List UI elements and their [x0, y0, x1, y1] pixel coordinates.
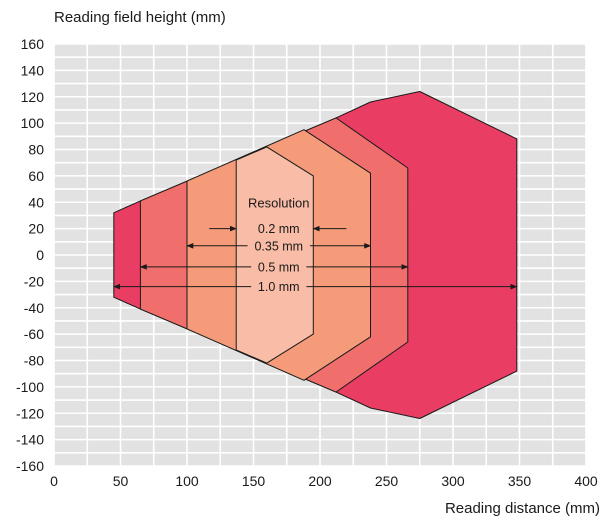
y-tick-label: -80	[24, 353, 44, 369]
resolution-value-label: 0.2 mm	[258, 222, 300, 236]
y-axis-title: Reading field height (mm)	[54, 9, 226, 26]
x-tick-label: 200	[308, 473, 332, 489]
y-tick-label: -120	[16, 405, 44, 421]
x-tick-label: 350	[508, 473, 532, 489]
x-tick-label: 300	[441, 473, 465, 489]
y-tick-label: -20	[24, 273, 44, 289]
x-tick-label: 150	[242, 473, 266, 489]
resolution-label: Resolution	[248, 195, 309, 210]
y-tick-label: 40	[28, 194, 44, 210]
y-tick-label: 80	[28, 142, 44, 158]
y-tick-label: 140	[21, 62, 45, 78]
y-tick-label: -160	[16, 458, 44, 474]
resolution-value-label: 0.5 mm	[258, 260, 300, 274]
y-tick-label: 120	[21, 89, 45, 105]
y-tick-label: 100	[21, 115, 45, 131]
x-tick-label: 250	[375, 473, 399, 489]
resolution-regions	[113, 91, 518, 419]
resolution-annotations: Resolution 0.2 mm 0.35 mm 0.5 mm 1.0 mm	[113, 195, 518, 294]
y-tick-label: -40	[24, 300, 44, 316]
tick-labels: 0 50 100 150 200 250 300 350 4001601401201008060…	[16, 36, 598, 489]
y-tick-label: -60	[24, 326, 44, 342]
y-tick-label: -100	[16, 379, 44, 395]
y-tick-label: 20	[28, 221, 44, 237]
y-tick-label: 0	[36, 247, 44, 263]
y-tick-label: -140	[16, 432, 44, 448]
resolution-value-label: 0.35 mm	[254, 239, 303, 253]
y-tick-label: 160	[21, 36, 45, 52]
region-0-2-mmmm	[235, 146, 314, 364]
x-tick-label: 100	[175, 473, 199, 489]
x-tick-label: 400	[574, 473, 598, 489]
resolution-value-label: 1.0 mm	[258, 280, 300, 294]
x-tick-label: 50	[113, 473, 129, 489]
y-tick-label: 60	[28, 168, 44, 184]
x-tick-label: 0	[50, 473, 58, 489]
x-axis-title: Reading distance (mm)	[445, 500, 600, 517]
